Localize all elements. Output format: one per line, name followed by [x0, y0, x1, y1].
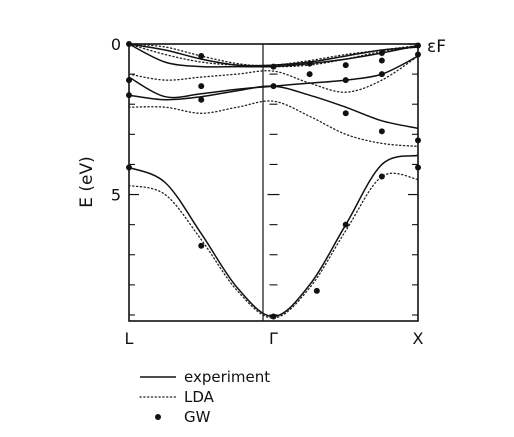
legend: experiment LDA GW: [139, 368, 270, 426]
experiment-band-3: [128, 55, 419, 99]
y-tick-label: 5: [111, 186, 121, 205]
experiment-band-1: [128, 154, 419, 318]
y-axis-label: E (eV): [77, 156, 97, 208]
gw-point: [415, 137, 421, 144]
lda-band-5: [128, 43, 419, 68]
gw-point: [378, 50, 385, 57]
gw-point: [126, 92, 132, 99]
gw-point: [415, 164, 421, 171]
gw-point: [415, 42, 421, 49]
experiment-band-2: [128, 85, 419, 130]
gw-point: [378, 57, 385, 64]
x-tick-label: L: [125, 329, 134, 348]
gw-point: [378, 173, 385, 180]
gw-point: [198, 242, 205, 249]
gw-point: [378, 128, 385, 135]
gw-point: [313, 287, 320, 294]
experiment-band-4: [128, 43, 419, 68]
fermi-level-label: εF: [427, 37, 446, 57]
gw-point: [270, 83, 277, 90]
gw-point: [342, 110, 349, 117]
legend-label: GW: [184, 408, 211, 426]
gw-point: [306, 60, 313, 67]
gw-point: [415, 51, 421, 58]
gw-point: [198, 96, 205, 103]
gw-point: [342, 221, 349, 228]
x-tick-label: X: [413, 329, 424, 348]
gw-point: [270, 63, 277, 70]
x-tick-label: Γ: [269, 329, 278, 348]
gw-point: [126, 77, 132, 84]
gw-point: [306, 71, 313, 78]
lda-band-3: [128, 55, 419, 93]
gw-point: [378, 71, 385, 78]
axis-ticks: 0 5 L Γ X: [111, 35, 424, 348]
gw-point: [126, 41, 132, 47]
y-tick-label: 0: [111, 35, 121, 54]
axis-labels: E (eV) εF: [77, 37, 446, 208]
legend-label: LDA: [184, 388, 215, 406]
gw-point: [126, 164, 132, 171]
lda-band-2: [128, 100, 419, 148]
gw-point: [270, 313, 277, 320]
legend-swatch-gw: [155, 414, 161, 420]
gw-point: [198, 53, 205, 60]
gw-point: [342, 77, 349, 84]
gw-point: [198, 83, 205, 90]
gw-point: [342, 62, 349, 69]
gw-points: [126, 41, 421, 320]
legend-label: experiment: [184, 368, 270, 386]
